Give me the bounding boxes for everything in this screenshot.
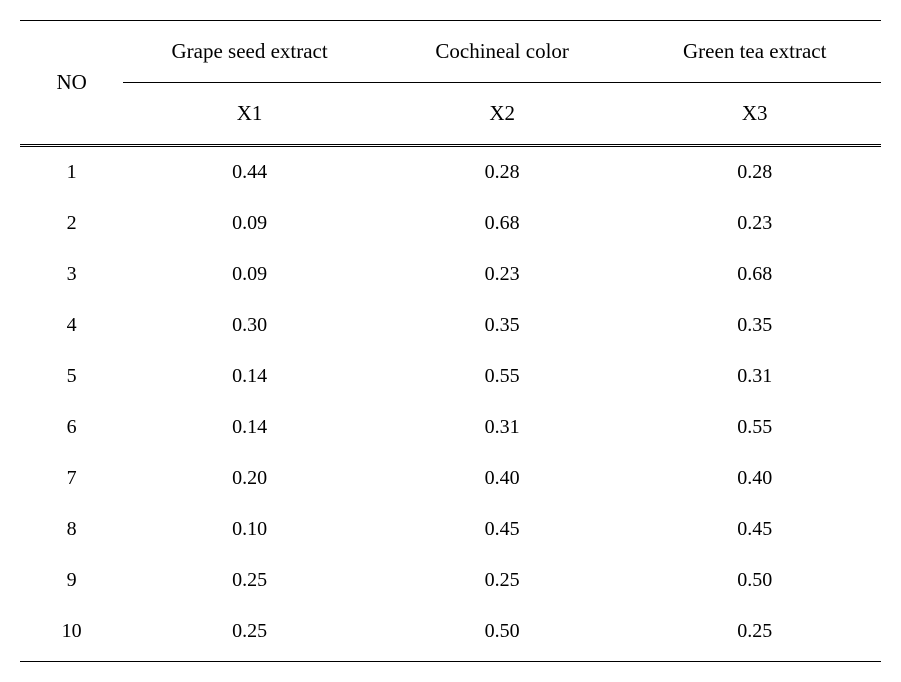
cell-x2: 0.25 <box>376 555 629 606</box>
cell-x3: 0.25 <box>628 606 881 662</box>
cell-x1: 0.44 <box>123 146 376 199</box>
cell-x1: 0.25 <box>123 555 376 606</box>
table-row: 8 0.10 0.45 0.45 <box>20 504 881 555</box>
cell-x3: 0.28 <box>628 146 881 199</box>
cell-x2: 0.45 <box>376 504 629 555</box>
cell-x2: 0.31 <box>376 402 629 453</box>
cell-no: 3 <box>20 249 123 300</box>
col-subheader-x3: X3 <box>628 83 881 146</box>
cell-no: 8 <box>20 504 123 555</box>
cell-x3: 0.31 <box>628 351 881 402</box>
cell-no: 6 <box>20 402 123 453</box>
table-row: 3 0.09 0.23 0.68 <box>20 249 881 300</box>
col-header-greentea: Green tea extract <box>628 21 881 83</box>
cell-no: 9 <box>20 555 123 606</box>
col-header-cochineal: Cochineal color <box>376 21 629 83</box>
cell-x3: 0.55 <box>628 402 881 453</box>
cell-x1: 0.25 <box>123 606 376 662</box>
cell-no: 7 <box>20 453 123 504</box>
table-body: 1 0.44 0.28 0.28 2 0.09 0.68 0.23 3 0.09… <box>20 146 881 662</box>
cell-x2: 0.68 <box>376 198 629 249</box>
table-row: 4 0.30 0.35 0.35 <box>20 300 881 351</box>
cell-x3: 0.68 <box>628 249 881 300</box>
col-header-grape: Grape seed extract <box>123 21 376 83</box>
cell-x2: 0.28 <box>376 146 629 199</box>
cell-no: 1 <box>20 146 123 199</box>
col-subheader-x2: X2 <box>376 83 629 146</box>
table-row: 7 0.20 0.40 0.40 <box>20 453 881 504</box>
cell-x2: 0.50 <box>376 606 629 662</box>
cell-x2: 0.23 <box>376 249 629 300</box>
cell-x3: 0.50 <box>628 555 881 606</box>
cell-x1: 0.30 <box>123 300 376 351</box>
cell-x3: 0.35 <box>628 300 881 351</box>
cell-x1: 0.09 <box>123 198 376 249</box>
cell-x2: 0.55 <box>376 351 629 402</box>
data-table: NO Grape seed extract Cochineal color Gr… <box>20 20 881 662</box>
cell-x1: 0.20 <box>123 453 376 504</box>
table-row: 2 0.09 0.68 0.23 <box>20 198 881 249</box>
cell-x1: 0.10 <box>123 504 376 555</box>
cell-x1: 0.14 <box>123 351 376 402</box>
cell-x3: 0.40 <box>628 453 881 504</box>
table-row: 10 0.25 0.50 0.25 <box>20 606 881 662</box>
cell-x1: 0.09 <box>123 249 376 300</box>
cell-no: 2 <box>20 198 123 249</box>
cell-x3: 0.23 <box>628 198 881 249</box>
cell-x2: 0.35 <box>376 300 629 351</box>
cell-no: 5 <box>20 351 123 402</box>
table-row: 5 0.14 0.55 0.31 <box>20 351 881 402</box>
col-header-no: NO <box>20 21 123 146</box>
table-row: 6 0.14 0.31 0.55 <box>20 402 881 453</box>
table-row: 1 0.44 0.28 0.28 <box>20 146 881 199</box>
col-subheader-x1: X1 <box>123 83 376 146</box>
cell-no: 4 <box>20 300 123 351</box>
table-row: 9 0.25 0.25 0.50 <box>20 555 881 606</box>
cell-x1: 0.14 <box>123 402 376 453</box>
table-header: NO Grape seed extract Cochineal color Gr… <box>20 21 881 146</box>
cell-x2: 0.40 <box>376 453 629 504</box>
cell-x3: 0.45 <box>628 504 881 555</box>
cell-no: 10 <box>20 606 123 662</box>
